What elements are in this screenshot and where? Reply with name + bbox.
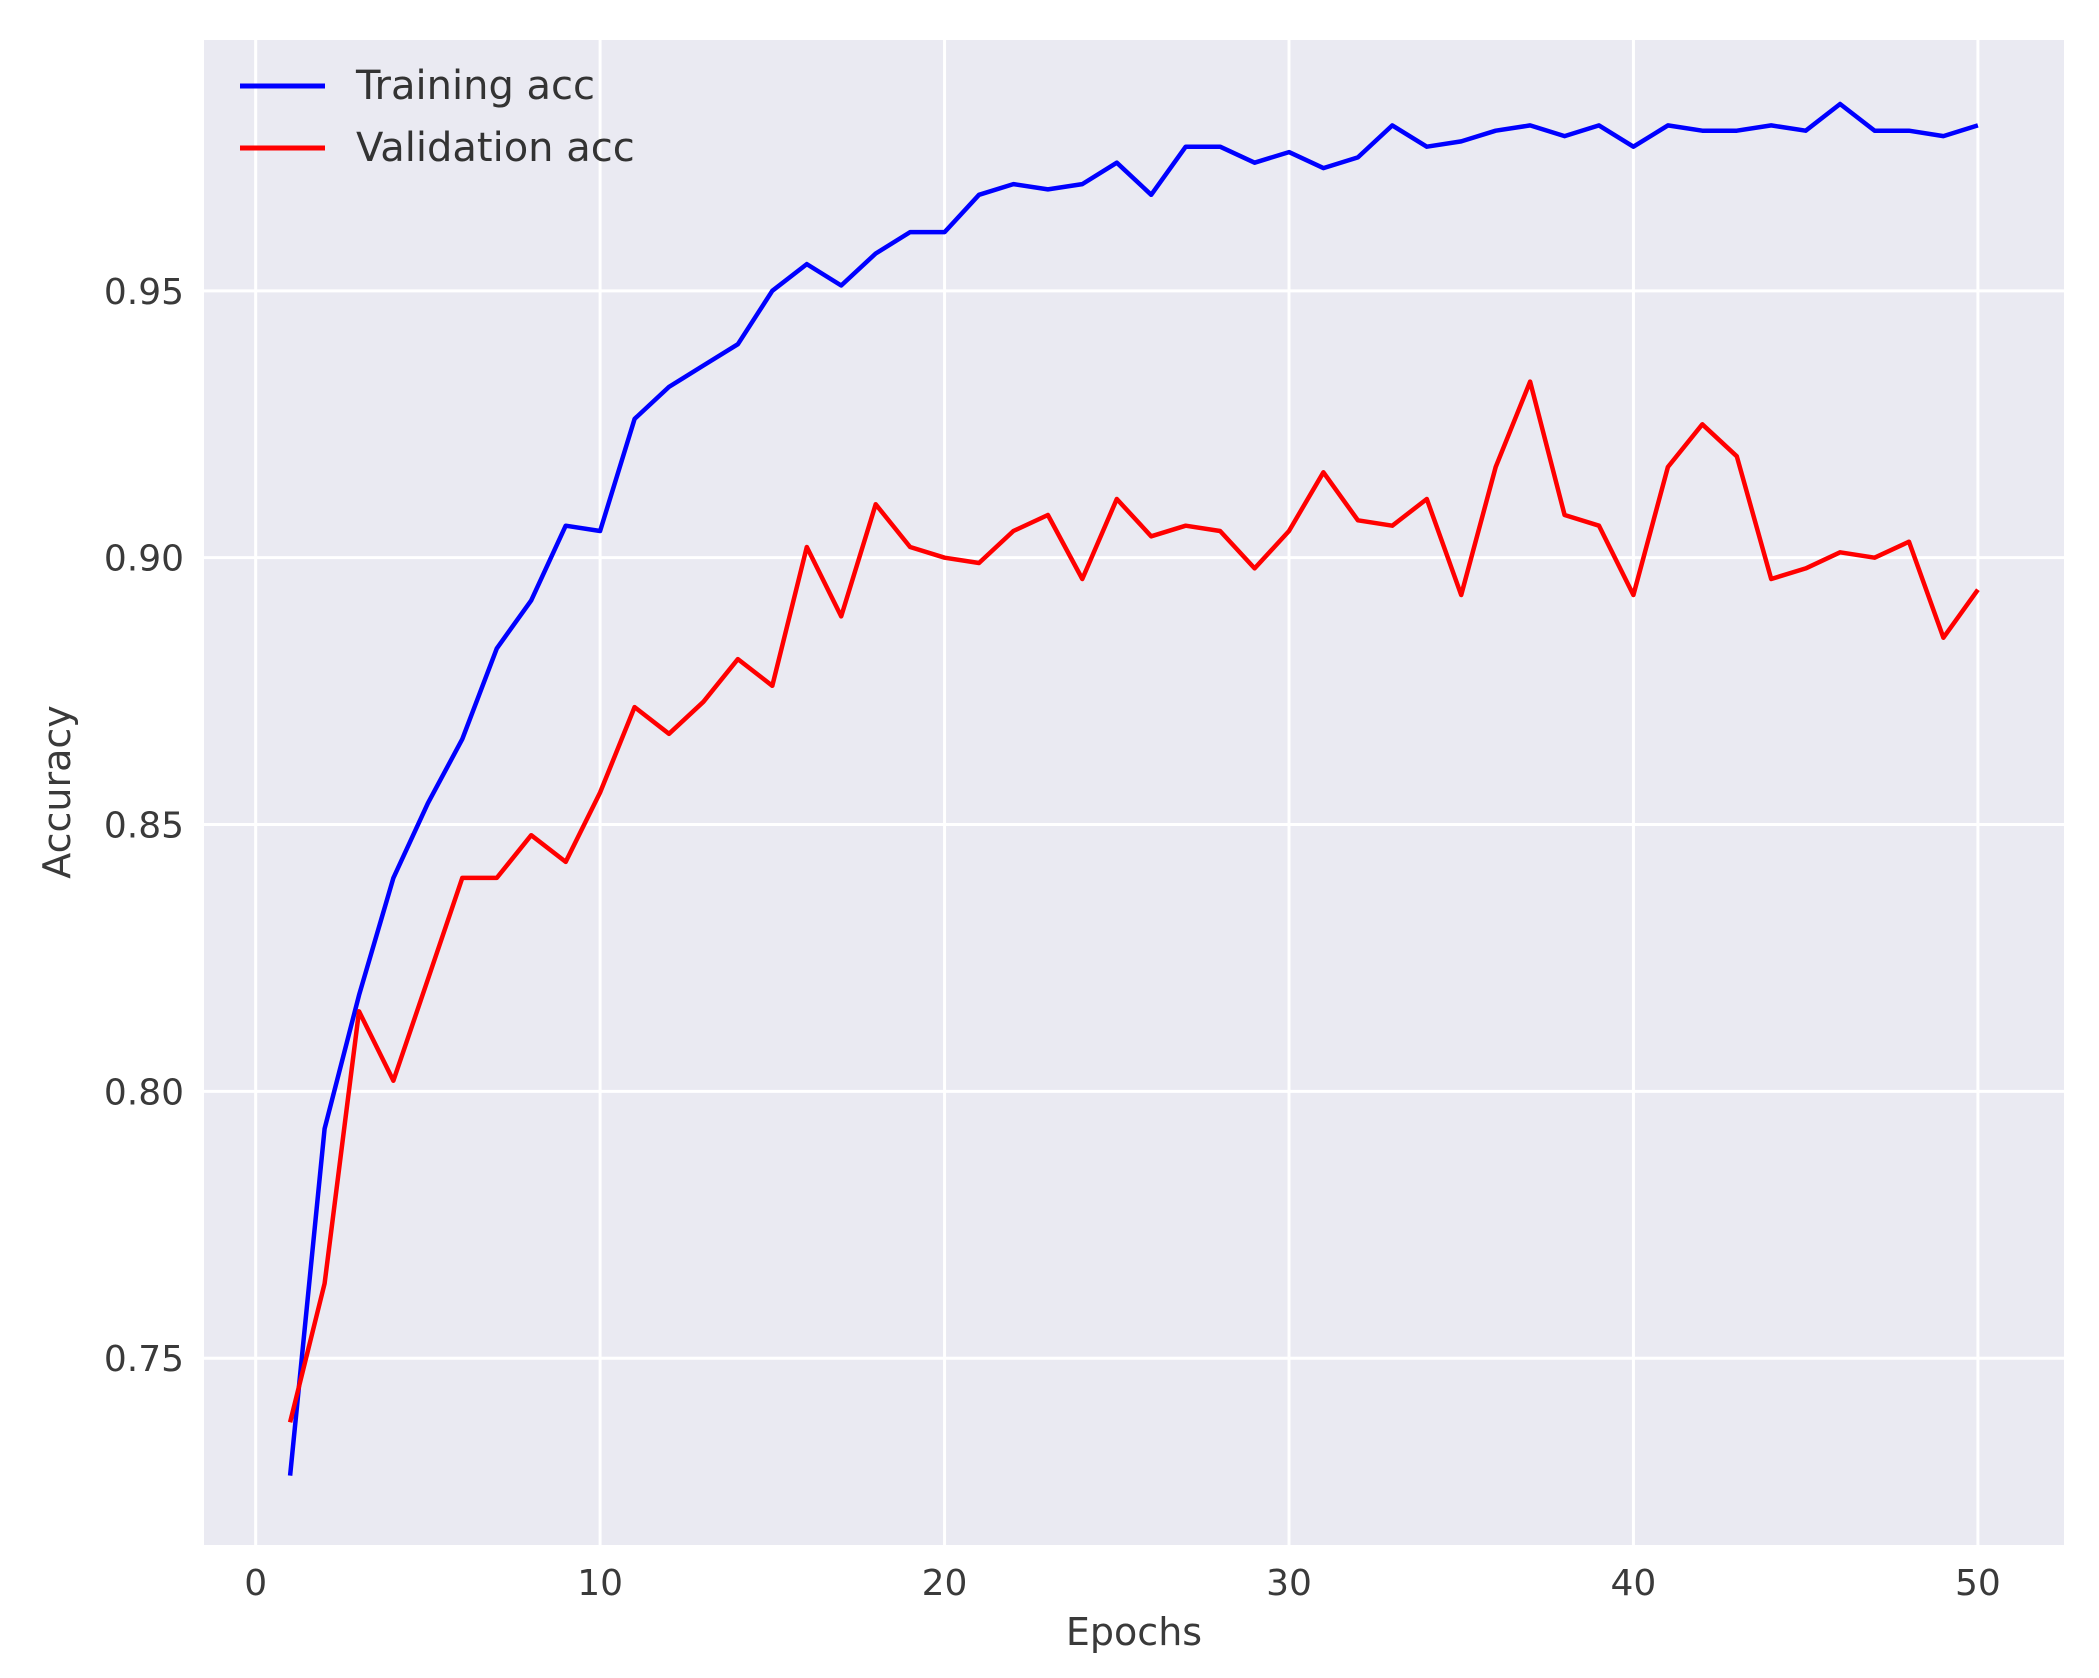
- x-tick-label: 0: [244, 1563, 267, 1604]
- y-tick-label: 0.90: [104, 539, 184, 580]
- x-tick-label: 50: [1955, 1563, 2001, 1604]
- validation-acc-line: [287, 379, 1980, 1423]
- y-tick-label: 0.85: [104, 806, 184, 847]
- legend-label-validation: Validation acc: [356, 125, 635, 171]
- y-tick-label: 0.80: [104, 1072, 184, 1113]
- x-tick-label: 40: [1611, 1563, 1657, 1604]
- y-axis-label: Accuracy: [35, 705, 79, 879]
- x-axis-label: Epochs: [1066, 1610, 1202, 1654]
- x-tick-label: 30: [1266, 1563, 1312, 1604]
- x-tick-label: 10: [577, 1563, 623, 1604]
- legend-label-training: Training acc: [355, 63, 595, 109]
- y-tick-label: 0.95: [104, 272, 184, 313]
- plot-background: [204, 40, 2064, 1545]
- training-acc-line: [287, 101, 1979, 1476]
- grid-lines: [204, 40, 2064, 1545]
- series-lines: [287, 101, 1980, 1476]
- x-tick-label: 20: [922, 1563, 968, 1604]
- y-tick-label: 0.75: [104, 1339, 184, 1380]
- tick-labels: 0 10 20 30 40 50 0.75 0.80 0.85 0.90 0.95: [104, 272, 2001, 1604]
- legend: Training acc Validation acc: [240, 63, 635, 171]
